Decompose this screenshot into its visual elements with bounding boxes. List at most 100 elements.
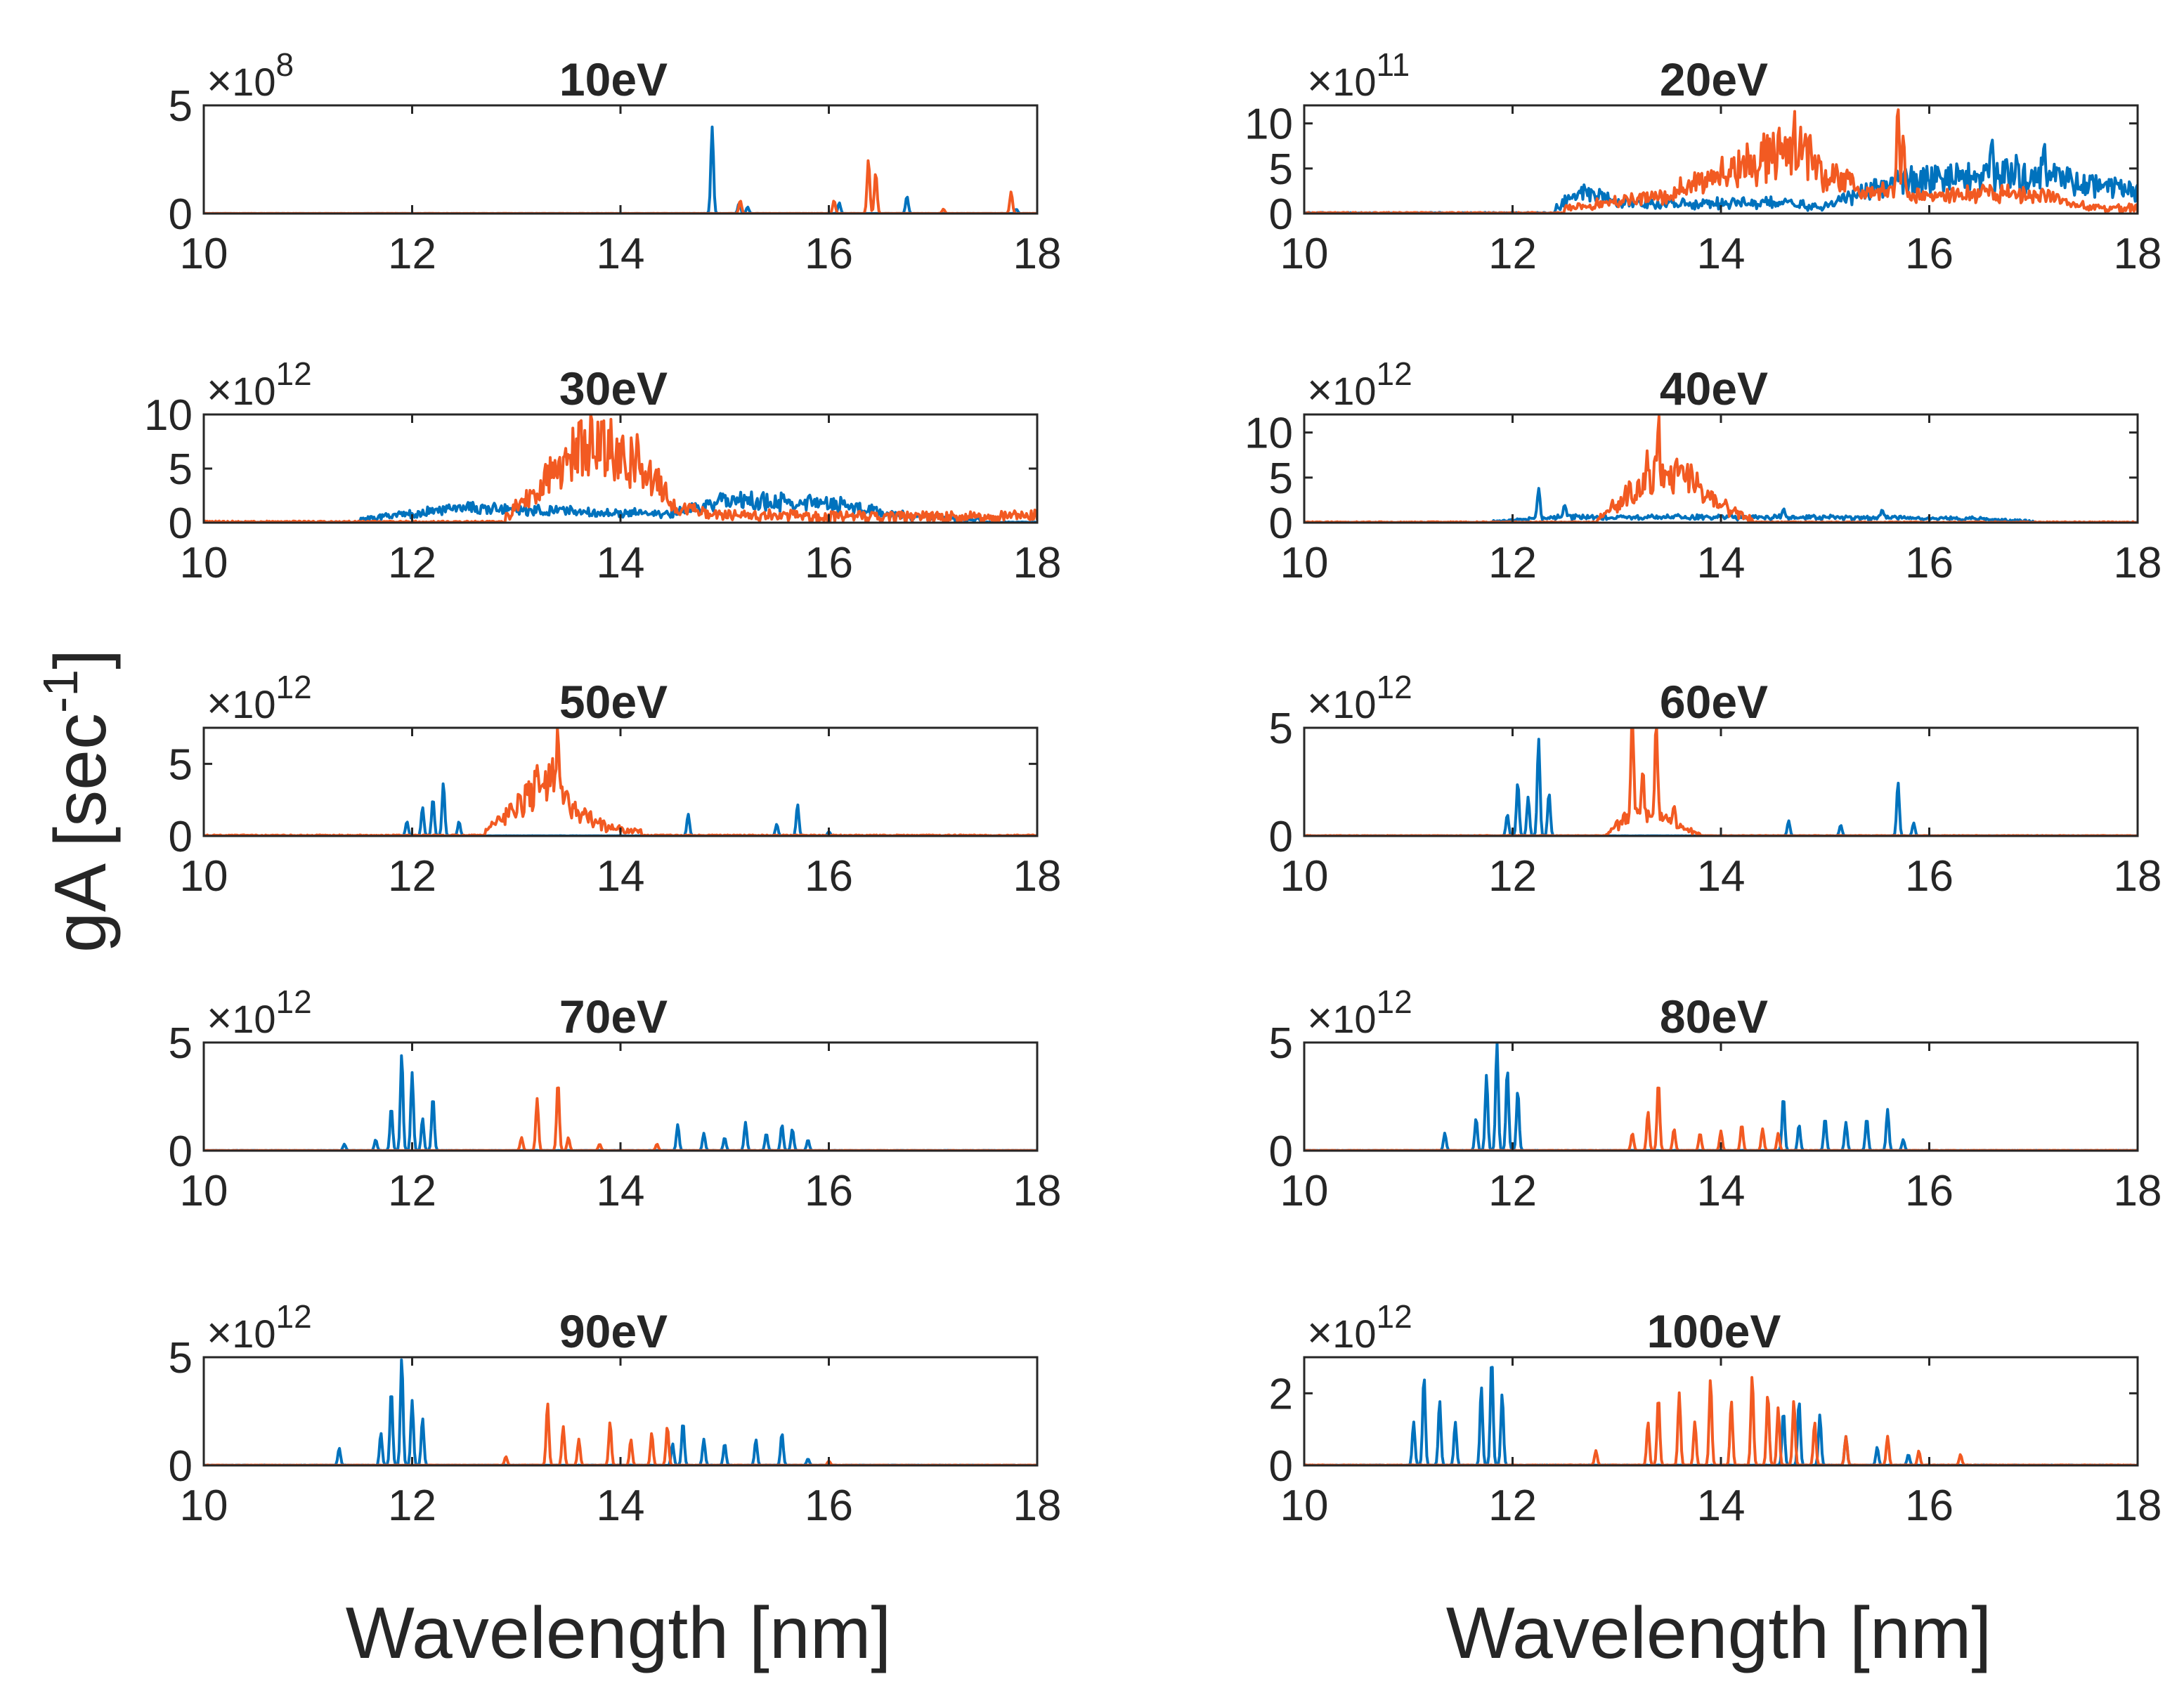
exponent-times: × (1307, 1309, 1332, 1357)
exponent-base: 10 (1332, 997, 1376, 1041)
x-tick-label: 16 (1905, 852, 1954, 901)
y-tick-label: 5 (1269, 1019, 1293, 1068)
x-tick-label: 18 (1013, 1167, 1062, 1215)
x-tick-label: 10 (180, 852, 228, 901)
y-tick-label: 0 (1269, 190, 1293, 239)
panel-title: 30eV (559, 362, 668, 414)
x-tick-label: 12 (1488, 852, 1537, 901)
x-tick-label: 12 (388, 230, 436, 278)
x-tick-label: 10 (1280, 1167, 1329, 1215)
y-tick-label: 0 (1269, 813, 1293, 861)
panel-axes-box (202, 726, 1039, 837)
exponent-label: ×1012 (207, 669, 312, 728)
x-tick-label: 18 (2114, 539, 2162, 587)
exponent-times: × (1307, 994, 1332, 1043)
panel-axes-box (202, 1041, 1039, 1152)
x-tick-label: 10 (180, 1482, 228, 1530)
x-tick-label: 18 (1013, 539, 1062, 587)
y-tick-label: 10 (1244, 100, 1293, 149)
x-tick-label: 18 (2114, 1167, 2162, 1215)
y-tick-label: 10 (1244, 410, 1293, 458)
exponent-label: ×1012 (1307, 984, 1412, 1043)
exponent-power: 12 (1377, 355, 1412, 392)
x-tick-label: 10 (180, 539, 228, 587)
exponent-power: 12 (276, 984, 312, 1020)
x-tick-label: 10 (1280, 539, 1329, 587)
panel-title: 50eV (559, 676, 668, 728)
x-tick-label: 16 (805, 230, 853, 278)
x-tick-label: 12 (1488, 230, 1537, 278)
exponent-times: × (207, 366, 232, 414)
exponent-label: ×1012 (207, 1298, 312, 1357)
panel-axes-box (202, 104, 1039, 215)
exponent-base: 10 (232, 682, 275, 726)
exponent-label: ×1012 (1307, 355, 1412, 414)
x-tick-label: 10 (180, 230, 228, 278)
x-tick-label: 14 (1697, 852, 1746, 901)
x-tick-label: 18 (2114, 1482, 2162, 1530)
y-tick-label: 0 (169, 190, 193, 239)
y-axis-label-base: gA [sec (40, 713, 122, 953)
y-tick-label: 10 (144, 391, 193, 440)
exponent-power: 12 (276, 355, 312, 392)
exponent-power: 12 (276, 1298, 312, 1335)
y-tick-label: 0 (169, 813, 193, 861)
y-axis-label: gA [sec-1] (33, 649, 122, 953)
x-axis-label-left: Wavelength [nm] (346, 1593, 892, 1674)
panel-axes-box (202, 1356, 1039, 1467)
x-tick-label: 16 (805, 1482, 853, 1530)
exponent-times: × (207, 1309, 232, 1357)
x-tick-label: 14 (1697, 1167, 1746, 1215)
panel-title: 70eV (559, 991, 668, 1043)
x-tick-label: 12 (1488, 539, 1537, 587)
panel-title: 20eV (1660, 53, 1768, 105)
x-tick-label: 16 (805, 539, 853, 587)
x-tick-label: 14 (1697, 230, 1746, 278)
exponent-times: × (1307, 679, 1332, 728)
x-tick-label: 10 (1280, 852, 1329, 901)
panel-axes-box (1303, 1356, 2139, 1467)
x-tick-label: 14 (1697, 539, 1746, 587)
y-tick-label: 0 (1269, 1128, 1293, 1176)
x-tick-label: 12 (388, 539, 436, 587)
exponent-base: 10 (1332, 369, 1376, 413)
exponent-power: 12 (1377, 1298, 1412, 1335)
exponent-times: × (207, 679, 232, 728)
y-tick-label: 5 (169, 445, 193, 494)
exponent-label: ×108 (207, 46, 294, 105)
x-tick-label: 18 (1013, 1482, 1062, 1530)
y-tick-label: 2 (1269, 1370, 1293, 1418)
x-tick-label: 16 (1905, 539, 1954, 587)
x-tick-label: 14 (597, 852, 645, 901)
y-axis-label-close: ] (40, 649, 122, 669)
x-tick-label: 16 (1905, 1482, 1954, 1530)
exponent-label: ×1011 (1307, 46, 1410, 105)
x-tick-label: 12 (1488, 1167, 1537, 1215)
x-tick-label: 18 (2114, 852, 2162, 901)
exponent-base: 10 (232, 1312, 275, 1356)
exponent-times: × (207, 994, 232, 1043)
x-tick-label: 14 (597, 539, 645, 587)
exponent-label: ×1012 (1307, 669, 1412, 728)
x-tick-label: 16 (1905, 1167, 1954, 1215)
y-tick-label: 5 (169, 82, 193, 131)
exponent-label: ×1012 (207, 984, 312, 1043)
exponent-base: 10 (232, 369, 275, 413)
x-tick-label: 18 (2114, 230, 2162, 278)
y-tick-label: 5 (1269, 455, 1293, 503)
x-tick-label: 14 (597, 1482, 645, 1530)
x-tick-label: 12 (388, 852, 436, 901)
x-tick-label: 10 (1280, 230, 1329, 278)
panel-title: 40eV (1660, 362, 1768, 414)
